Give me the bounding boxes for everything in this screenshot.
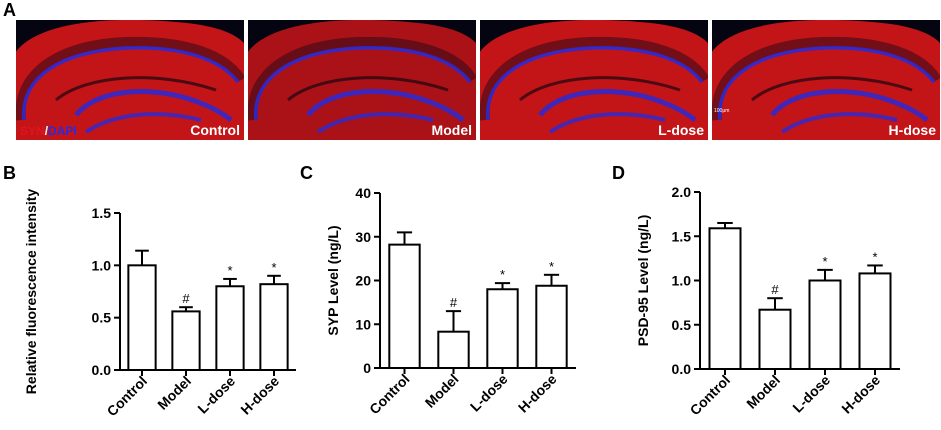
y-tick-label: 1.0 <box>672 273 692 289</box>
hippocampus-image <box>712 20 940 140</box>
x-tick-label: Control <box>687 372 734 419</box>
y-tick-label: 0 <box>363 360 371 376</box>
dentate-gyrus-upper <box>538 89 697 122</box>
micrograph-label: Control <box>190 122 240 138</box>
hippocampal-fissure <box>751 76 913 102</box>
significance-mark: * <box>822 254 827 269</box>
y-axis-label: SYP Level (ng/L) <box>325 225 341 335</box>
stain-legend: SYN/DAPI <box>20 124 77 138</box>
bar <box>215 285 245 371</box>
dentate-gyrus-lower <box>84 112 202 134</box>
stain-separator: / <box>44 124 49 138</box>
chart-d-psd95-level: 0.0 0.5 1.0 1.5 2.0 PSD-95 Level (ng/L) Contro… <box>635 184 900 419</box>
bar <box>535 284 568 369</box>
x-tick-label: H-dose <box>237 373 282 418</box>
stain-dapi-label: DAPI <box>48 124 77 138</box>
micrograph-l-dose: L-dose <box>480 20 708 140</box>
dentate-gyrus-upper <box>306 89 465 122</box>
pyramidal-layer <box>486 46 704 121</box>
significance-mark: # <box>182 291 190 306</box>
hippocampus-image <box>248 20 476 140</box>
y-tick-label: 10 <box>355 316 371 332</box>
stain-syn-label: SYN <box>20 124 45 138</box>
bar <box>127 264 157 371</box>
y-tick-label: 1.5 <box>92 205 112 221</box>
significance-mark: # <box>450 295 458 310</box>
bar <box>259 283 289 371</box>
micrograph-label: H-dose <box>888 122 936 138</box>
significance-mark: # <box>771 282 779 297</box>
y-tick-label: 0.5 <box>672 317 692 333</box>
hippocampal-fissure <box>287 76 449 102</box>
x-tick-label: Model <box>422 371 462 411</box>
bar <box>388 243 421 369</box>
bar <box>858 272 892 370</box>
y-tick-label: 0.5 <box>92 310 112 326</box>
bar <box>486 288 519 369</box>
y-axis-label: Relative fluorescence intensity <box>23 189 39 395</box>
panel-letter-a: A <box>3 0 16 20</box>
bar <box>437 330 470 369</box>
panel-letter-b: B <box>3 163 16 183</box>
chart-b-relative-fluorescence: 0.0 0.5 1.0 1.5 Relative fluorescence intens… <box>23 189 296 420</box>
micrograph-label: Model <box>431 122 472 138</box>
panel-letter-d: D <box>612 163 625 183</box>
chart-c-syp-level: 0 10 20 30 40 SYP Level (ng/L) Control # Model * L… <box>325 185 576 418</box>
x-tick-label: L-dose <box>467 371 511 415</box>
pyramidal-layer <box>22 46 240 121</box>
scale-bar-label: 100μm <box>714 108 730 114</box>
x-tick-label: H-dose <box>515 371 560 416</box>
ca-layer <box>480 36 708 121</box>
micrograph-model: Model <box>248 20 476 140</box>
ca-layer <box>248 36 476 121</box>
x-tick-label: L-dose <box>789 372 833 416</box>
hippocampal-fissure <box>55 76 217 102</box>
bar <box>758 308 792 370</box>
dentate-gyrus-lower <box>780 112 898 134</box>
significance-mark: * <box>227 263 232 278</box>
x-tick-label: H-dose <box>838 372 883 417</box>
y-axis-label: PSD-95 Level (ng/L) <box>635 215 651 346</box>
panel-letter-c: C <box>300 163 313 183</box>
micrograph-label: L-dose <box>658 122 704 138</box>
pyramidal-layer <box>254 46 472 121</box>
bar <box>171 310 201 372</box>
dentate-gyrus-lower <box>548 112 666 134</box>
x-tick-label: Model <box>743 372 783 412</box>
significance-mark: * <box>500 267 505 282</box>
y-tick-label: 2.0 <box>672 184 692 200</box>
dentate-gyrus-upper <box>770 89 929 122</box>
pyramidal-layer <box>718 46 936 121</box>
significance-mark: * <box>549 259 554 274</box>
micrograph-h-dose: 100μm H-dose <box>712 20 940 140</box>
x-tick-label: Model <box>154 373 194 413</box>
dentate-gyrus-upper <box>74 89 233 122</box>
ca-layer <box>712 36 940 121</box>
hippocampus-image <box>16 20 244 140</box>
significance-mark: * <box>872 249 877 264</box>
hippocampal-fissure <box>519 76 681 102</box>
hippocampus-image <box>480 20 708 140</box>
significance-mark: * <box>271 260 276 275</box>
y-tick-label: 1.5 <box>672 228 692 244</box>
y-tick-label: 0.0 <box>672 361 692 377</box>
x-tick-label: L-dose <box>194 373 238 417</box>
bar <box>808 279 842 370</box>
x-tick-label: Control <box>104 373 151 420</box>
y-tick-label: 30 <box>355 229 371 245</box>
y-tick-label: 20 <box>355 273 371 289</box>
y-tick-label: 0.0 <box>92 362 112 378</box>
micrograph-control: SYN/DAPI Control <box>16 20 244 140</box>
x-tick-label: Control <box>366 371 413 418</box>
dentate-gyrus-lower <box>316 112 434 134</box>
ca-layer <box>16 36 244 121</box>
y-tick-label: 1.0 <box>92 257 112 273</box>
y-tick-label: 40 <box>355 185 371 201</box>
bar <box>708 227 742 370</box>
